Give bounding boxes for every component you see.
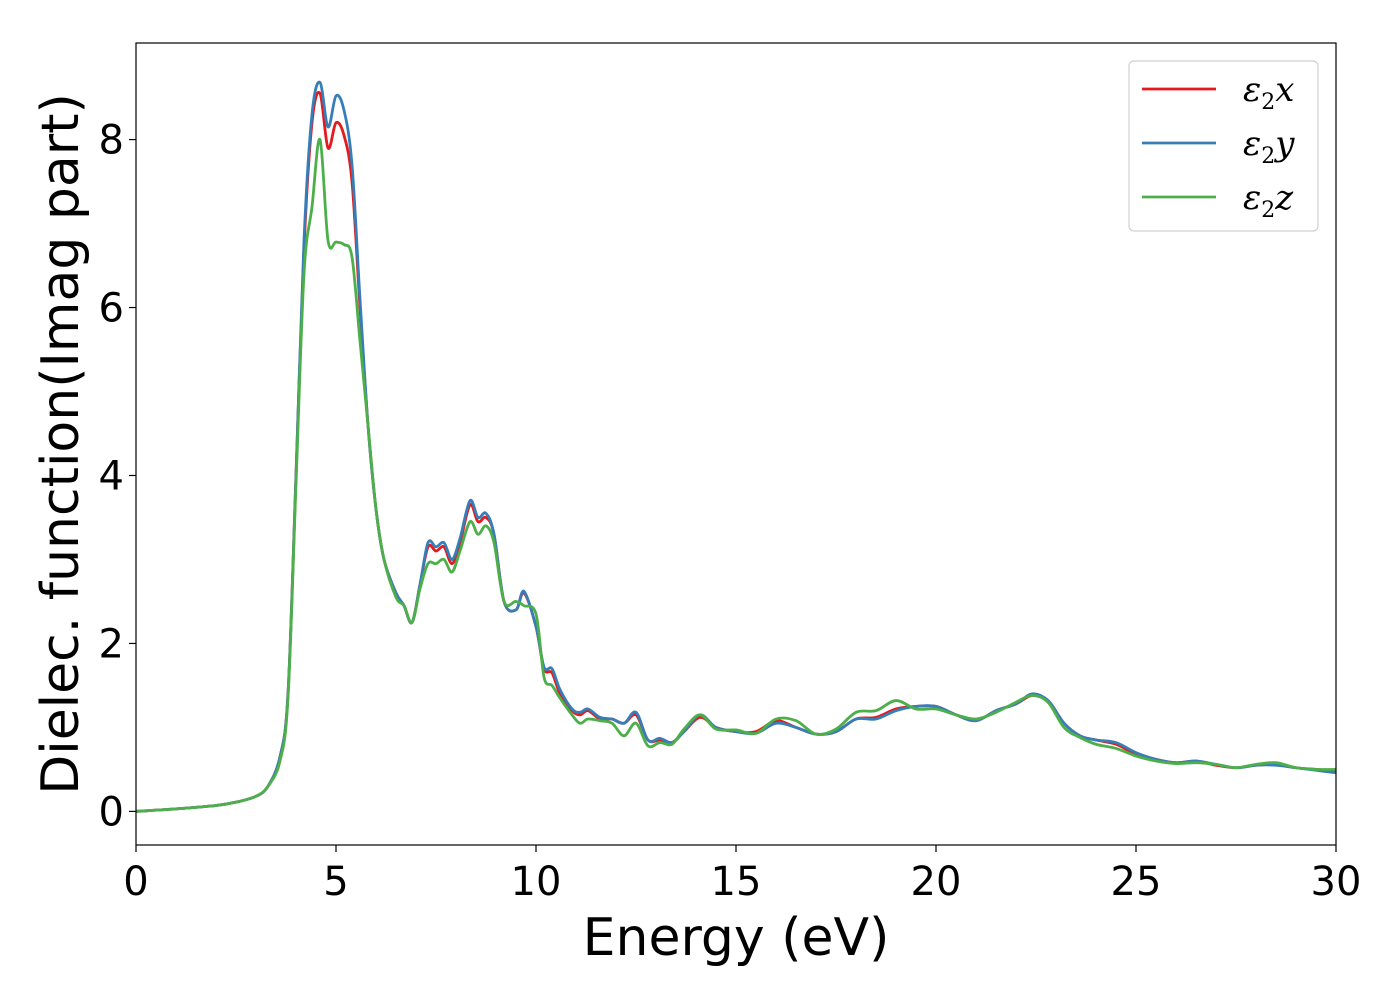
y-tick-label: 0 (99, 789, 124, 835)
x-tick-label: 20 (911, 859, 962, 905)
y-tick-label: 2 (99, 621, 124, 667)
legend: ε2x ε2y ε2z (1128, 60, 1319, 232)
y-tick-label: 4 (99, 453, 124, 499)
x-tick-label: 10 (511, 859, 562, 905)
y-tick-label: 8 (99, 118, 124, 164)
series-lines (136, 80, 1336, 813)
x-tick-label: 0 (123, 859, 148, 905)
x-tick-label: 30 (1311, 859, 1362, 905)
x-axis: 0 5 10 15 20 25 30 (123, 845, 1361, 905)
x-axis-label: Energy (eV) (583, 908, 890, 968)
y-axis: 0 2 4 6 8 (99, 118, 136, 835)
y-tick-label: 6 (99, 286, 124, 332)
legend-label-y: ε2y (1243, 124, 1295, 169)
y-axis-label: Dielec. function(Imag part) (31, 93, 91, 795)
series-line-z (136, 138, 1336, 813)
x-tick-label: 15 (711, 859, 762, 905)
legend-label-z: ε2z (1243, 178, 1294, 223)
legend-box (1128, 60, 1319, 232)
legend-label-x: ε2x (1243, 70, 1294, 115)
x-tick-label: 5 (323, 859, 348, 905)
x-tick-label: 25 (1111, 859, 1162, 905)
series-line-y (136, 80, 1336, 813)
